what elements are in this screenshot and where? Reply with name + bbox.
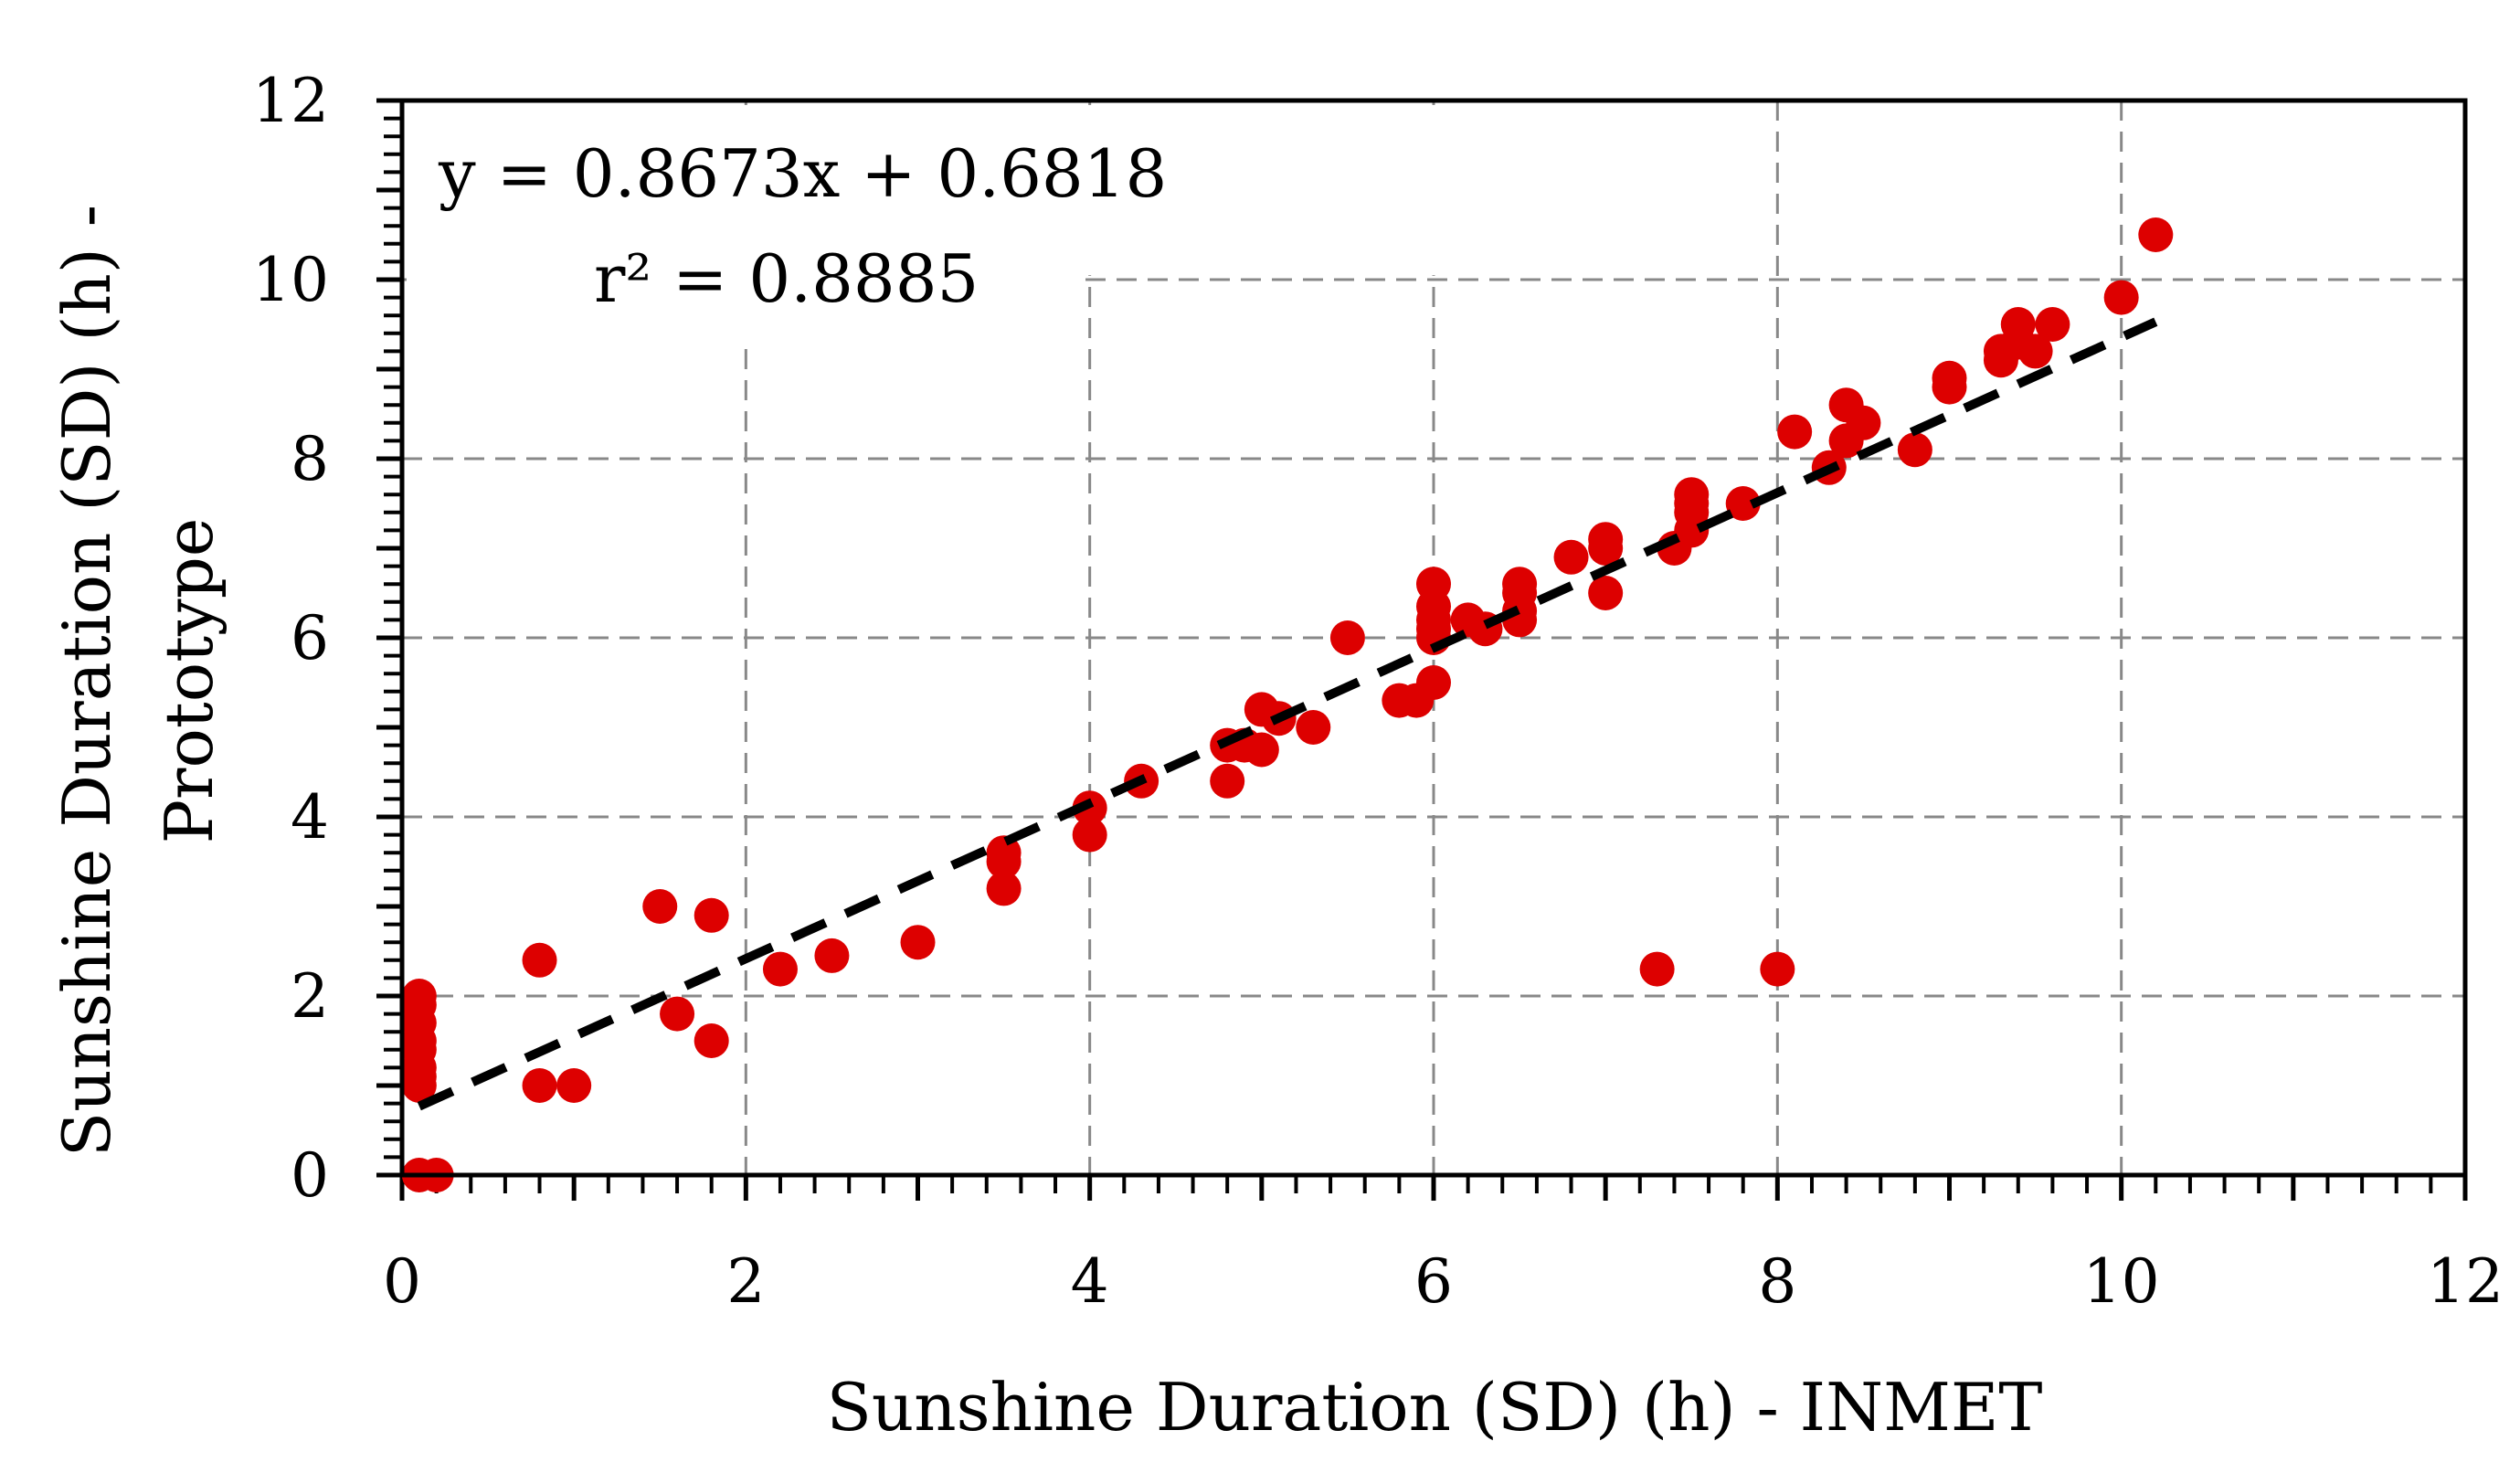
annotation-background-lower — [407, 270, 1085, 343]
data-point-60 — [1777, 414, 1813, 450]
data-point-19 — [900, 925, 936, 960]
y-axis-title-line-1: Sunshine Duration (SD) (h) - — [48, 205, 125, 1157]
y-tick-label-10: 10 — [252, 245, 329, 315]
plot-frame — [399, 98, 2468, 1178]
data-point-22 — [986, 835, 1022, 871]
x-tick-label-0: 0 — [383, 1246, 421, 1317]
data-point-58 — [1639, 951, 1675, 987]
data-point-73 — [2035, 307, 2070, 342]
y-tick-label-2: 2 — [291, 961, 329, 1032]
axis-ticks — [376, 98, 2468, 1201]
data-point-11 — [556, 1068, 592, 1103]
data-point-36 — [1416, 665, 1451, 700]
x-tick-label-4: 4 — [1071, 1246, 1109, 1317]
x-axis-title: Sunshine Duration (SD) (h) - INMET — [827, 1369, 2043, 1446]
x-tick-label-12: 12 — [2427, 1246, 2504, 1317]
data-point-32 — [1296, 710, 1331, 745]
x-tick-label-10: 10 — [2083, 1246, 2160, 1317]
data-point-47 — [1502, 567, 1538, 602]
tick-labels: 0 2 4 6 8 10 12 0 2 4 6 8 10 12 — [252, 66, 2504, 1317]
r-squared-label: r² = 0.8885 — [594, 240, 979, 317]
data-point-18 — [814, 938, 850, 973]
data-point-65 — [1897, 432, 1932, 468]
y-axis-title-line-2: Prototype — [151, 518, 228, 844]
y-tick-label-6: 6 — [291, 603, 329, 673]
data-point-51 — [1588, 522, 1624, 557]
data-point-67 — [1932, 360, 1967, 396]
data-point-20 — [986, 871, 1022, 906]
x-tick-label-2: 2 — [726, 1246, 765, 1317]
data-point-17 — [762, 951, 798, 987]
data-point-57 — [1725, 486, 1761, 521]
data-point-9 — [401, 979, 437, 1013]
data-point-41 — [1416, 567, 1451, 602]
y-tick-label-8: 8 — [291, 424, 329, 494]
data-point-75 — [2138, 217, 2174, 252]
y-tick-label-12: 12 — [252, 66, 329, 136]
data-point-12 — [522, 942, 557, 978]
data-point-56 — [1674, 477, 1710, 513]
data-point-74 — [2103, 280, 2139, 315]
data-point-72 — [2017, 334, 2053, 369]
x-tick-label-8: 8 — [1758, 1246, 1796, 1317]
data-point-10 — [522, 1068, 557, 1103]
data-point-15 — [694, 897, 729, 933]
y-tick-label-0: 0 — [291, 1140, 329, 1211]
x-tick-label-6: 6 — [1414, 1246, 1453, 1317]
data-point-13 — [642, 889, 678, 924]
y-tick-label-4: 4 — [291, 782, 329, 853]
trendline-group — [417, 317, 2158, 1111]
data-point-59 — [1760, 951, 1795, 987]
data-point-14 — [660, 996, 695, 1032]
trendline-equation: y = 0.8673x + 0.6818 — [438, 135, 1167, 212]
trendline — [417, 317, 2158, 1111]
annotation-background — [407, 105, 1525, 276]
data-point-64 — [1846, 405, 1881, 440]
data-point-16 — [694, 1023, 729, 1058]
data-point-26 — [1210, 763, 1245, 799]
data-point-48 — [1553, 539, 1589, 575]
data-point-49 — [1588, 576, 1624, 610]
data-point-33 — [1329, 620, 1365, 655]
data-point-23 — [1072, 817, 1107, 853]
data-point-29 — [1244, 732, 1279, 768]
data-point-71 — [2000, 307, 2036, 342]
